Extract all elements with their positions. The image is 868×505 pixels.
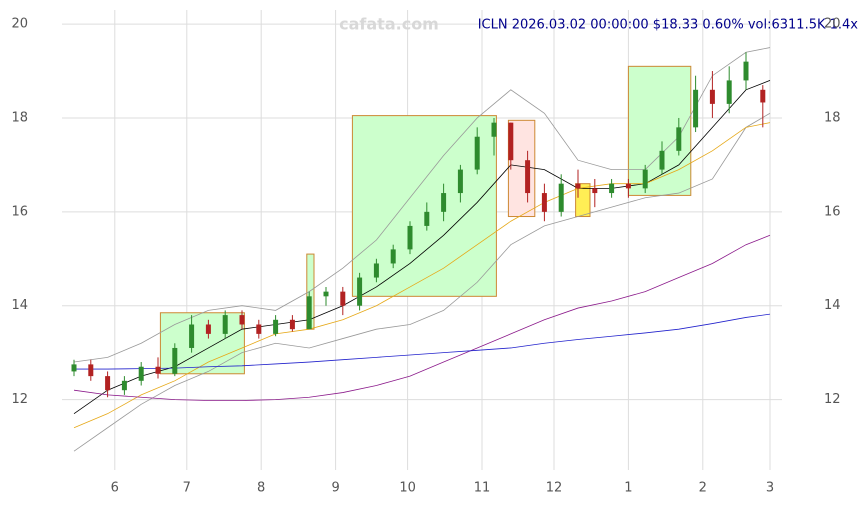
candle-body: [357, 277, 363, 306]
candle-body: [323, 291, 329, 297]
y-tick-label: 12: [11, 392, 28, 407]
indicator-line: [74, 313, 771, 370]
y-tick-label-right: 12: [824, 392, 841, 407]
candle-body: [474, 136, 480, 170]
x-tick-label: 6: [111, 481, 119, 496]
candle-body: [592, 188, 598, 194]
candle-body: [541, 193, 547, 212]
candle-body: [743, 61, 749, 81]
candle-body: [609, 183, 615, 194]
candle-body: [189, 324, 195, 348]
x-tick-label: 2: [699, 481, 707, 496]
candle-body: [457, 169, 463, 194]
y-tick-label-right: 20: [824, 17, 841, 32]
x-tick-label: 8: [257, 481, 265, 496]
watermark: cafata.com: [339, 15, 439, 34]
indicator-line: [73, 122, 771, 429]
candle-body: [424, 211, 430, 226]
candle-body: [676, 127, 682, 151]
candle-body: [709, 89, 715, 104]
candle-body: [441, 193, 447, 212]
candle-body: [306, 296, 312, 330]
candle-body: [222, 315, 228, 334]
y-tick-label-right: 18: [824, 110, 841, 125]
chart-title: ICLN 2026.03.02 00:00:00 $18.33 0.60% vo…: [478, 18, 859, 33]
x-tick-label: 11: [474, 481, 491, 496]
candle-body: [760, 89, 766, 103]
candle-body: [558, 183, 564, 212]
indicator-line: [73, 112, 771, 452]
y-tick-label: 18: [11, 110, 28, 125]
y-tick-label-right: 14: [824, 298, 841, 313]
candle-body: [121, 380, 127, 391]
candle-body: [273, 319, 279, 334]
y-tick-label: 16: [11, 204, 28, 219]
y-tick-label-right: 16: [824, 204, 841, 219]
candle-body: [642, 169, 648, 189]
candle-body: [575, 183, 581, 189]
candle-body: [659, 150, 665, 170]
candle-body: [138, 366, 144, 381]
candle-body: [373, 263, 379, 278]
candle-body: [155, 366, 161, 374]
candle-body: [390, 249, 396, 264]
x-tick-label: 1: [624, 481, 632, 496]
x-tick-label: 7: [183, 481, 191, 496]
candle-body: [88, 364, 94, 377]
candle-body: [289, 319, 295, 330]
candle-body: [239, 315, 245, 325]
x-tick-label: 9: [331, 481, 339, 496]
plot: [62, 10, 782, 470]
y-tick-label: 20: [11, 17, 28, 32]
candle-body: [726, 80, 732, 104]
candle-body: [508, 122, 514, 161]
candle-body: [256, 324, 262, 334]
candle-body: [172, 347, 178, 374]
x-tick-label: 3: [766, 481, 774, 496]
candle-body: [491, 122, 497, 137]
candle-body: [205, 324, 211, 334]
candle-body: [105, 376, 111, 391]
x-tick-label: 12: [546, 481, 563, 496]
x-tick-label: 10: [399, 481, 416, 496]
candle-body: [625, 183, 631, 189]
candle-body: [525, 160, 531, 194]
candle-body: [71, 364, 77, 372]
candle-body: [407, 225, 413, 250]
zone-box: [575, 183, 591, 218]
indicator-line: [73, 234, 771, 401]
candle-body: [340, 291, 346, 306]
y-tick-label: 14: [11, 298, 28, 313]
candle-body: [693, 89, 699, 128]
